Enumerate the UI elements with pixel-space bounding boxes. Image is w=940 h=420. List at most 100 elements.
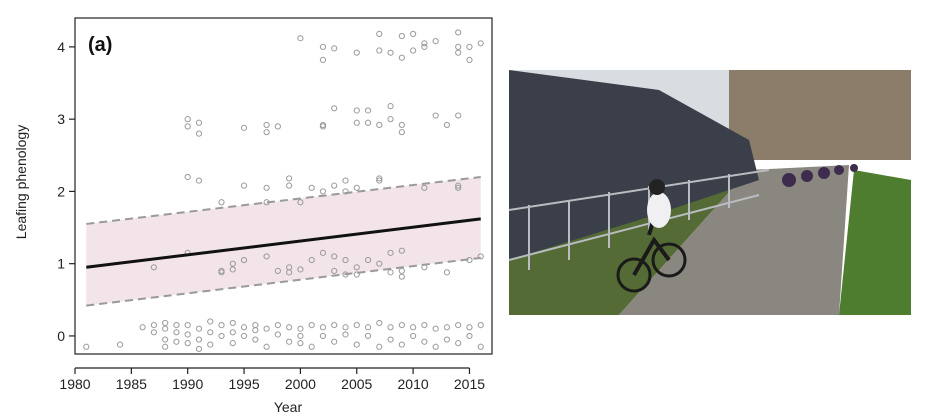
data-point: [455, 340, 462, 347]
data-point: [364, 332, 372, 340]
data-point: [229, 319, 236, 327]
data-point: [376, 343, 383, 350]
data-point: [331, 321, 338, 329]
data-point: [229, 260, 236, 267]
data-point: [455, 49, 462, 56]
data-point: [455, 321, 462, 329]
data-point: [376, 47, 383, 54]
data-point: [229, 266, 236, 273]
data-point: [443, 269, 451, 276]
data-point: [263, 253, 270, 260]
data-point: [455, 43, 462, 51]
data-point: [376, 177, 383, 184]
data-point: [274, 123, 281, 130]
data-point: [387, 49, 394, 56]
data-point: [455, 112, 462, 119]
data-point: [342, 177, 349, 184]
data-point: [263, 129, 270, 136]
data-point: [398, 273, 405, 280]
data-point: [263, 343, 270, 350]
data-point: [308, 321, 315, 329]
data-point: [150, 329, 157, 336]
data-point: [297, 340, 304, 347]
data-point: [421, 264, 428, 271]
data-point: [319, 324, 327, 331]
plot-frame: [74, 17, 493, 355]
data-point: [218, 321, 225, 329]
data-point: [207, 341, 214, 348]
data-point: [353, 264, 360, 271]
cycling-race-photo: [509, 70, 911, 315]
data-point: [319, 249, 327, 256]
data-point: [331, 338, 338, 345]
x-tick-label: 1990: [172, 376, 203, 392]
data-point: [207, 318, 214, 325]
data-point: [353, 119, 360, 126]
data-point: [477, 343, 484, 350]
data-point: [297, 35, 304, 42]
data-point: [421, 43, 428, 51]
data-point: [353, 49, 360, 56]
photo-trees: [729, 70, 911, 160]
panel-label: (a): [88, 34, 112, 56]
data-point: [252, 327, 259, 334]
data-point: [252, 321, 259, 329]
data-point: [387, 103, 394, 110]
data-point: [466, 324, 473, 331]
data-point: [342, 331, 349, 338]
data-point: [466, 332, 473, 340]
data-point: [331, 45, 338, 52]
data-point: [331, 253, 338, 260]
data-point: [116, 341, 124, 348]
data-point: [466, 256, 473, 264]
data-point: [150, 321, 157, 329]
data-point: [184, 340, 191, 347]
x-tick-label: 2005: [341, 376, 372, 392]
data-point: [240, 256, 248, 264]
data-point: [331, 182, 338, 189]
confidence-band: [86, 176, 481, 306]
data-point: [364, 107, 372, 114]
data-point: [319, 43, 327, 51]
x-tick-label: 2000: [285, 376, 316, 392]
data-point: [421, 40, 428, 47]
data-point: [398, 129, 405, 136]
data-point: [364, 324, 372, 331]
data-point: [387, 116, 394, 123]
data-point: [184, 116, 191, 123]
x-axis-title: Year: [274, 399, 303, 415]
data-point: [398, 341, 405, 348]
data-point: [398, 32, 405, 40]
data-point: [477, 253, 484, 260]
data-point: [376, 30, 383, 37]
photo-grass-right: [839, 170, 911, 315]
data-point: [432, 112, 439, 119]
data-point: [252, 336, 259, 343]
data-point: [240, 332, 248, 340]
data-point: [353, 321, 360, 329]
data-point: [342, 324, 349, 331]
data-point: [162, 325, 169, 332]
data-point: [477, 40, 484, 47]
data-point: [263, 184, 270, 191]
data-point: [308, 343, 315, 350]
data-point: [466, 43, 473, 51]
data-point: [173, 329, 180, 336]
data-point: [274, 331, 281, 338]
photo-peloton: [782, 164, 858, 187]
data-point: [410, 332, 417, 340]
data-point: [364, 119, 372, 126]
data-point: [342, 256, 349, 264]
data-point: [421, 321, 428, 329]
data-point: [398, 321, 405, 329]
x-tick-label: 2010: [398, 376, 429, 392]
y-tick-label: 2: [57, 183, 65, 199]
data-point: [432, 325, 439, 332]
data-point: [342, 271, 349, 278]
data-point: [162, 319, 169, 327]
data-point: [150, 264, 157, 271]
y-tick-label: 0: [57, 328, 65, 344]
trend-line: [86, 217, 481, 269]
data-point: [410, 324, 417, 331]
data-point: [173, 321, 180, 329]
